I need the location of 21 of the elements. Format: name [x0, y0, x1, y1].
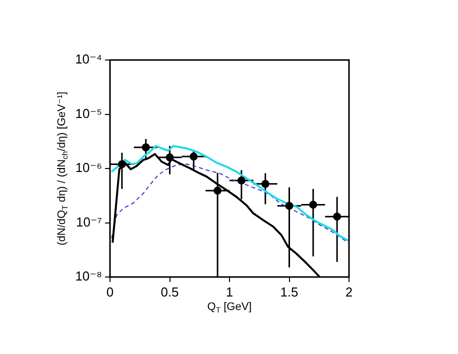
- point: [214, 186, 222, 195]
- x-tick-label: 0.5: [160, 284, 179, 300]
- line-series: [111, 164, 349, 244]
- point: [309, 200, 318, 209]
- x-tick-label: 0: [106, 284, 114, 300]
- point: [333, 212, 342, 221]
- y-tick-label: 10⁻⁸: [75, 268, 102, 284]
- point: [261, 180, 270, 188]
- y-tick-label: 10⁻⁷: [76, 214, 102, 230]
- x-tick-label: 2: [345, 284, 353, 300]
- x-tick-label: 1: [226, 284, 234, 300]
- y-tick-label: 10⁻⁴: [75, 52, 102, 67]
- x-tick-label: 1.5: [280, 284, 298, 300]
- y-tick-label: 10⁻⁶: [75, 160, 102, 176]
- y-tick-label: 10⁻⁵: [75, 106, 102, 121]
- point: [166, 153, 174, 162]
- point: [118, 160, 126, 168]
- point: [237, 176, 246, 185]
- point: [142, 143, 150, 152]
- point: [285, 202, 294, 210]
- point: [190, 152, 198, 161]
